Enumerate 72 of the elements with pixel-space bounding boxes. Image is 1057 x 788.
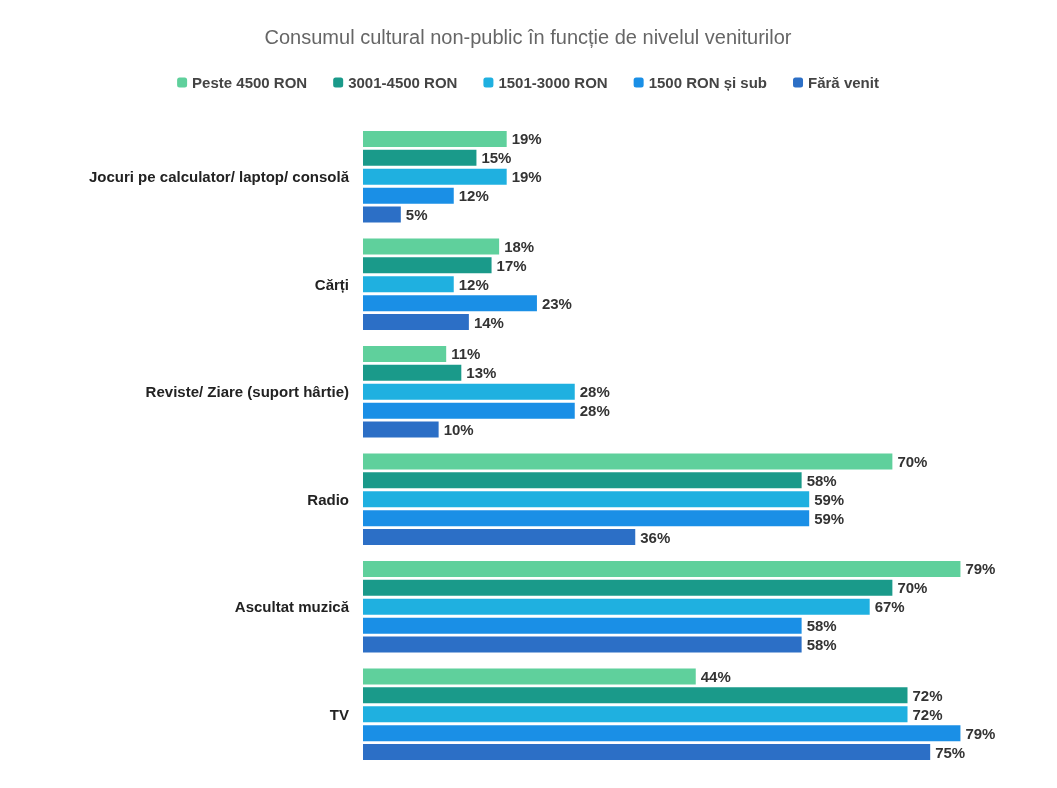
data-label: 70%: [897, 579, 928, 597]
y-tick-label: Cărți: [314, 275, 349, 293]
data-label: 70%: [897, 452, 928, 470]
data-label: 13%: [466, 364, 497, 382]
bar: [363, 257, 492, 274]
data-label: 58%: [806, 471, 837, 489]
bar: [363, 744, 931, 761]
bar: [363, 617, 802, 634]
data-label: 36%: [640, 528, 671, 546]
data-label: 59%: [814, 509, 845, 527]
data-label: 28%: [579, 383, 610, 401]
data-label: 18%: [504, 237, 535, 255]
bar: [363, 276, 454, 293]
data-label: 44%: [700, 667, 731, 685]
bar: [363, 206, 401, 223]
legend-label: Fără venit: [808, 74, 879, 91]
data-label: 75%: [935, 743, 966, 761]
bar: [363, 187, 454, 204]
data-label: 67%: [874, 598, 905, 616]
y-tick-label: Ascultat muzică: [234, 598, 350, 616]
data-label: 19%: [511, 168, 542, 186]
data-label: 19%: [511, 130, 542, 148]
bar: [363, 491, 810, 508]
bar: [363, 295, 537, 312]
bar: [363, 453, 893, 470]
bar: [363, 402, 575, 419]
data-label: 72%: [912, 705, 943, 723]
bar: [363, 130, 507, 147]
bar: [363, 529, 636, 546]
data-label: 14%: [473, 313, 504, 331]
bar: [363, 383, 575, 400]
bar: [363, 706, 908, 723]
data-label: 58%: [806, 617, 837, 635]
bar: [363, 168, 507, 185]
legend-label: Peste 4500 RON: [192, 74, 308, 91]
y-tick-label: Reviste/ Ziare (suport hârtie): [145, 383, 349, 401]
bar: [363, 510, 810, 527]
data-label: 11%: [451, 345, 481, 363]
bar: [363, 579, 893, 596]
bar: [363, 314, 469, 331]
bar: [363, 238, 500, 255]
data-label: 79%: [965, 560, 996, 578]
bar: [363, 364, 462, 381]
data-label: 12%: [458, 187, 489, 205]
bar: [363, 668, 696, 685]
data-label: 59%: [814, 490, 845, 508]
bar: [363, 560, 961, 577]
legend-label: 1501-3000 RON: [498, 74, 608, 91]
data-label: 79%: [965, 724, 996, 742]
data-label: 23%: [541, 294, 572, 312]
chart-title: Consumul cultural non-public în funcție de nivelul veniturilor: [264, 26, 792, 48]
bar: [363, 472, 802, 489]
bar: [363, 345, 447, 362]
y-tick-label: Radio: [307, 490, 349, 508]
legend-label: 1500 RON și sub: [648, 74, 768, 91]
data-label: 72%: [912, 686, 943, 704]
bar: [363, 687, 908, 704]
data-label: 10%: [443, 421, 474, 439]
data-label: 58%: [806, 636, 837, 654]
data-label: 5%: [405, 206, 428, 224]
data-label: 15%: [481, 149, 512, 167]
y-tick-label: Jocuri pe calculator/ laptop/ consolă: [88, 168, 350, 186]
legend-label: 3001-4500 RON: [348, 74, 458, 91]
y-tick-label: TV: [329, 705, 349, 723]
bar: [363, 149, 477, 166]
data-label: 17%: [496, 256, 527, 274]
bar: [363, 421, 439, 438]
bar: [363, 598, 870, 615]
data-label: 12%: [458, 275, 489, 293]
data-label: 28%: [579, 402, 610, 420]
bar: [363, 636, 802, 653]
bar: [363, 725, 961, 742]
